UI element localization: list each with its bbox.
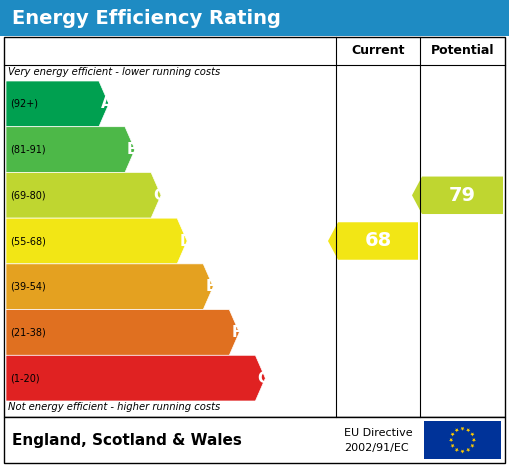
Text: Current: Current: [351, 44, 405, 57]
Polygon shape: [449, 438, 453, 442]
Bar: [4, 37, 505, 417]
Text: C: C: [153, 188, 164, 203]
Text: (69-80): (69-80): [10, 190, 46, 200]
Text: (39-54): (39-54): [10, 282, 46, 292]
Polygon shape: [461, 450, 465, 453]
Polygon shape: [455, 448, 459, 452]
Text: F: F: [231, 325, 242, 340]
Polygon shape: [6, 127, 135, 172]
Text: (55-68): (55-68): [10, 236, 46, 246]
Text: England, Scotland & Wales: England, Scotland & Wales: [12, 432, 242, 447]
Polygon shape: [6, 264, 213, 310]
Polygon shape: [450, 432, 455, 437]
Text: Very energy efficient - lower running costs: Very energy efficient - lower running co…: [8, 67, 220, 77]
Bar: [424, 421, 501, 459]
Text: (92+): (92+): [10, 99, 38, 109]
Text: 79: 79: [449, 186, 476, 205]
Text: 68: 68: [364, 232, 391, 250]
Text: D: D: [179, 234, 192, 248]
Text: E: E: [205, 279, 216, 294]
Bar: [0, 0, 509, 36]
Polygon shape: [472, 438, 476, 442]
Text: Potential: Potential: [431, 44, 494, 57]
Text: (1-20): (1-20): [10, 373, 40, 383]
Polygon shape: [6, 310, 239, 355]
Bar: [4, 417, 505, 463]
Text: (81-91): (81-91): [10, 145, 46, 155]
Polygon shape: [455, 428, 459, 432]
Text: A: A: [101, 96, 112, 111]
Polygon shape: [466, 428, 470, 432]
Polygon shape: [470, 432, 474, 437]
Polygon shape: [328, 222, 418, 260]
Text: EU Directive: EU Directive: [344, 428, 413, 438]
Polygon shape: [412, 177, 503, 214]
Text: Energy Efficiency Rating: Energy Efficiency Rating: [12, 8, 281, 28]
Text: Not energy efficient - higher running costs: Not energy efficient - higher running co…: [8, 402, 220, 412]
Polygon shape: [6, 355, 265, 401]
Polygon shape: [450, 444, 455, 448]
Text: G: G: [258, 371, 270, 386]
Polygon shape: [466, 448, 470, 452]
Polygon shape: [470, 444, 474, 448]
Text: (21-38): (21-38): [10, 327, 46, 338]
Text: 2002/91/EC: 2002/91/EC: [344, 443, 409, 453]
Polygon shape: [461, 427, 465, 431]
Polygon shape: [6, 218, 187, 264]
Polygon shape: [6, 81, 109, 127]
Polygon shape: [6, 172, 161, 218]
Text: B: B: [127, 142, 138, 157]
